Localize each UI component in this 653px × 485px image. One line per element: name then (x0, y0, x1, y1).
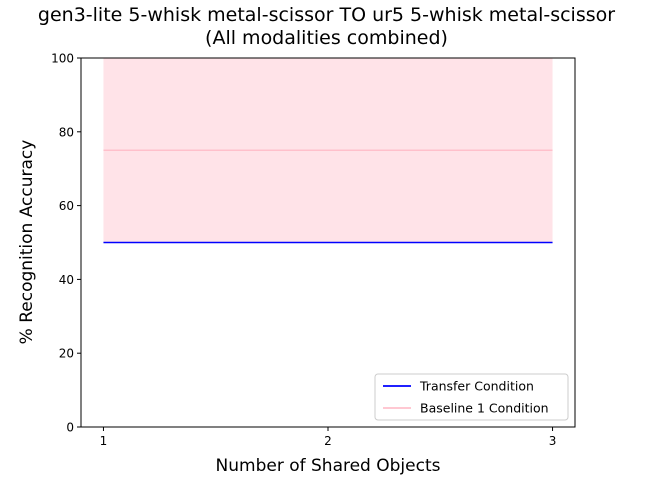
y-axis-label: % Recognition Accuracy (17, 140, 37, 345)
y-tick-label: 40 (59, 273, 74, 287)
y-tick-label: 80 (59, 125, 74, 139)
x-axis-label: Number of Shared Objects (216, 456, 441, 476)
x-tick-label: 3 (549, 434, 557, 448)
y-tick-label: 60 (59, 199, 74, 213)
chart-title-line-2: (All modalities combined) (205, 27, 448, 49)
legend-box (374, 373, 569, 421)
legend-label-1: Baseline 1 Condition (420, 401, 549, 416)
x-tick-label: 2 (324, 434, 332, 448)
x-tick-label: 1 (100, 434, 108, 448)
y-tick-label: 100 (51, 52, 74, 66)
legend-label-0: Transfer Condition (419, 379, 534, 394)
chart-title-line-1: gen3-lite 5-whisk metal-scissor TO ur5 5… (37, 4, 616, 26)
legend: Transfer Condition Baseline 1 Condition (374, 373, 569, 421)
chart-title: gen3-lite 5-whisk metal-scissor TO ur5 5… (0, 4, 653, 50)
y-tick-label: 20 (59, 347, 74, 361)
y-tick-label: 0 (66, 421, 74, 435)
